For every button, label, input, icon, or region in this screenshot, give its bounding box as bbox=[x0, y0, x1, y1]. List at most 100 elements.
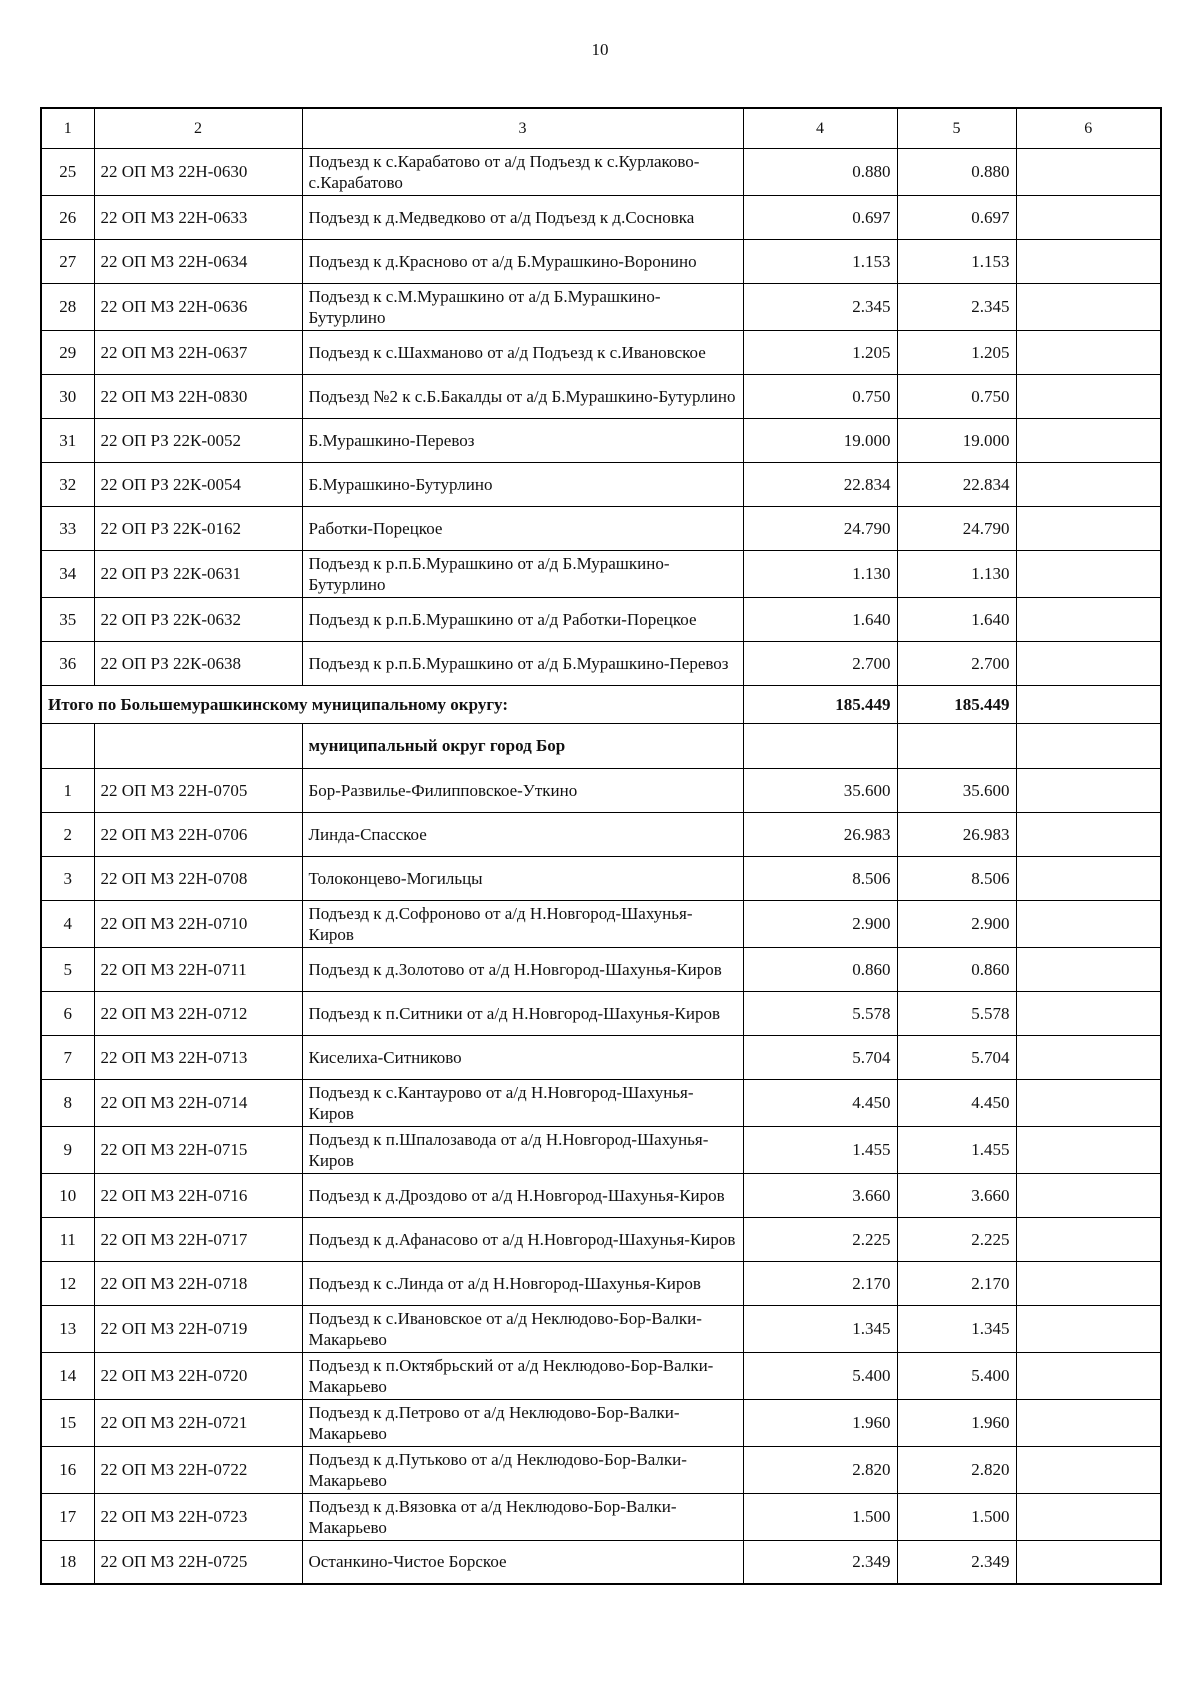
road-code-cell bbox=[93, 722, 303, 769]
length-cell-col5: 0.880 bbox=[896, 147, 1017, 196]
road-name-cell: Подъезд к д.Софроново от а/д Н.Новгород-… bbox=[301, 899, 744, 948]
length-cell-col4: 0.880 bbox=[742, 147, 898, 196]
road-name-cell: Подъезд к п.Октябрьский от а/д Неклюдово… bbox=[301, 1351, 744, 1400]
length-cell-col5: 1.130 bbox=[896, 549, 1017, 598]
length-cell-col4: 35.600 bbox=[742, 767, 898, 813]
length-cell-col4: 1.500 bbox=[742, 1492, 898, 1541]
length-cell-col4: 1.130 bbox=[742, 549, 898, 598]
note-cell bbox=[1015, 147, 1162, 196]
row-number-cell: 2 bbox=[40, 811, 95, 857]
subtotal-length-cell-col5: 185.449 bbox=[896, 684, 1017, 724]
length-cell-col4: 2.900 bbox=[742, 899, 898, 948]
row-number-cell: 11 bbox=[40, 1216, 95, 1262]
note-cell bbox=[1015, 417, 1162, 463]
note-cell bbox=[1015, 505, 1162, 551]
road-code-cell: 22 ОП МЗ 22Н-0830 bbox=[93, 373, 303, 419]
table-row: 32 22 ОП РЗ 22К-0054 Б.Мурашкино-Бутурли… bbox=[40, 461, 1162, 507]
length-cell-col4: 1.205 bbox=[742, 329, 898, 375]
row-number-cell: 31 bbox=[40, 417, 95, 463]
note-cell bbox=[1015, 1539, 1162, 1585]
road-code-cell: 22 ОП МЗ 22Н-0718 bbox=[93, 1260, 303, 1306]
length-cell-col4: 0.697 bbox=[742, 194, 898, 240]
length-cell-col5: 8.506 bbox=[896, 855, 1017, 901]
row-number-cell: 25 bbox=[40, 147, 95, 196]
row-number-cell: 13 bbox=[40, 1304, 95, 1353]
row-number-cell: 7 bbox=[40, 1034, 95, 1080]
road-code-cell: 22 ОП РЗ 22К-0162 bbox=[93, 505, 303, 551]
length-cell-col4: 5.704 bbox=[742, 1034, 898, 1080]
road-code-cell: 22 ОП МЗ 22Н-0714 bbox=[93, 1078, 303, 1127]
column-header-6: 6 bbox=[1015, 107, 1162, 149]
length-cell-col5: 0.697 bbox=[896, 194, 1017, 240]
note-cell bbox=[1015, 767, 1162, 813]
note-cell bbox=[1015, 194, 1162, 240]
row-number-cell: 36 bbox=[40, 640, 95, 686]
length-cell-col4: 1.345 bbox=[742, 1304, 898, 1353]
length-cell-col5: 1.205 bbox=[896, 329, 1017, 375]
table-row: 15 22 ОП МЗ 22Н-0721 Подъезд к д.Петрово… bbox=[40, 1398, 1162, 1447]
note-cell bbox=[1015, 1034, 1162, 1080]
length-cell-col4: 0.860 bbox=[742, 946, 898, 992]
table-row: 1 22 ОП МЗ 22Н-0705 Бор-Развилье-Филиппо… bbox=[40, 767, 1162, 813]
table-row: 30 22 ОП МЗ 22Н-0830 Подъезд №2 к с.Б.Ба… bbox=[40, 373, 1162, 419]
table-row: 4 22 ОП МЗ 22Н-0710 Подъезд к д.Софронов… bbox=[40, 899, 1162, 948]
road-name-cell: Подъезд к д.Путьково от а/д Неклюдово-Бо… bbox=[301, 1445, 744, 1494]
subtotal-length-cell-col4: 185.449 bbox=[742, 684, 898, 724]
road-code-cell: 22 ОП МЗ 22Н-0634 bbox=[93, 238, 303, 284]
note-cell bbox=[1015, 899, 1162, 948]
road-name-cell: Подъезд к с.Кантаурово от а/д Н.Новгород… bbox=[301, 1078, 744, 1127]
note-cell bbox=[1015, 1078, 1162, 1127]
table-row: 11 22 ОП МЗ 22Н-0717 Подъезд к д.Афанасо… bbox=[40, 1216, 1162, 1262]
row-number-cell: 9 bbox=[40, 1125, 95, 1174]
table-header-row: 1 2 3 4 5 6 bbox=[40, 107, 1162, 149]
road-name-cell: Толоконцево-Могильцы bbox=[301, 855, 744, 901]
table-row: 10 22 ОП МЗ 22Н-0716 Подъезд к д.Дроздов… bbox=[40, 1172, 1162, 1218]
table-row: 36 22 ОП РЗ 22К-0638 Подъезд к р.п.Б.Мур… bbox=[40, 640, 1162, 686]
road-name-cell: Бор-Развилье-Филипповское-Уткино bbox=[301, 767, 744, 813]
length-cell-col4: 2.700 bbox=[742, 640, 898, 686]
length-cell-col5: 26.983 bbox=[896, 811, 1017, 857]
length-cell-col5: 24.790 bbox=[896, 505, 1017, 551]
road-code-cell: 22 ОП МЗ 22Н-0721 bbox=[93, 1398, 303, 1447]
table-row: 25 22 ОП МЗ 22Н-0630 Подъезд к с.Карабат… bbox=[40, 147, 1162, 196]
length-cell-col5: 2.170 bbox=[896, 1260, 1017, 1306]
road-code-cell: 22 ОП МЗ 22Н-0719 bbox=[93, 1304, 303, 1353]
roads-register-table: 1 2 3 4 5 6 25 22 ОП МЗ 22Н-0630 Подъезд… bbox=[40, 107, 1162, 1585]
row-number-cell: 34 bbox=[40, 549, 95, 598]
road-name-cell: Подъезд №2 к с.Б.Бакалды от а/д Б.Мурашк… bbox=[301, 373, 744, 419]
length-cell-col4: 8.506 bbox=[742, 855, 898, 901]
table-row: 2 22 ОП МЗ 22Н-0706 Линда-Спасское 26.98… bbox=[40, 811, 1162, 857]
length-cell-col5: 1.153 bbox=[896, 238, 1017, 284]
length-cell-col4: 22.834 bbox=[742, 461, 898, 507]
road-name-cell: Подъезд к с.М.Мурашкино от а/д Б.Мурашки… bbox=[301, 282, 744, 331]
road-name-cell: Подъезд к п.Ситники от а/д Н.Новгород-Ша… bbox=[301, 990, 744, 1036]
table-row: 9 22 ОП МЗ 22Н-0715 Подъезд к п.Шпалозав… bbox=[40, 1125, 1162, 1174]
length-cell-col5: 2.349 bbox=[896, 1539, 1017, 1585]
note-cell bbox=[1015, 640, 1162, 686]
note-cell bbox=[1015, 549, 1162, 598]
road-code-cell: 22 ОП МЗ 22Н-0636 bbox=[93, 282, 303, 331]
table-row: 8 22 ОП МЗ 22Н-0714 Подъезд к с.Кантауро… bbox=[40, 1078, 1162, 1127]
length-cell-col4: 2.170 bbox=[742, 1260, 898, 1306]
table-row: 6 22 ОП МЗ 22Н-0712 Подъезд к п.Ситники … bbox=[40, 990, 1162, 1036]
road-code-cell: 22 ОП РЗ 22К-0054 bbox=[93, 461, 303, 507]
row-number-cell: 29 bbox=[40, 329, 95, 375]
length-cell-col5: 5.704 bbox=[896, 1034, 1017, 1080]
length-cell-col5: 22.834 bbox=[896, 461, 1017, 507]
note-cell bbox=[1015, 329, 1162, 375]
column-header-2: 2 bbox=[93, 107, 303, 149]
table-row: 7 22 ОП МЗ 22Н-0713 Киселиха-Ситниково 5… bbox=[40, 1034, 1162, 1080]
road-code-cell: 22 ОП МЗ 22Н-0717 bbox=[93, 1216, 303, 1262]
road-code-cell: 22 ОП МЗ 22Н-0630 bbox=[93, 147, 303, 196]
note-cell bbox=[1015, 282, 1162, 331]
road-name-cell: Подъезд к с.Карабатово от а/д Подъезд к … bbox=[301, 147, 744, 196]
note-cell bbox=[1015, 1125, 1162, 1174]
length-cell-col4: 2.345 bbox=[742, 282, 898, 331]
note-cell bbox=[1015, 722, 1162, 769]
road-code-cell: 22 ОП МЗ 22Н-0711 bbox=[93, 946, 303, 992]
row-number-cell: 3 bbox=[40, 855, 95, 901]
row-number-cell: 5 bbox=[40, 946, 95, 992]
road-code-cell: 22 ОП МЗ 22Н-0722 bbox=[93, 1445, 303, 1494]
length-cell-col5: 19.000 bbox=[896, 417, 1017, 463]
